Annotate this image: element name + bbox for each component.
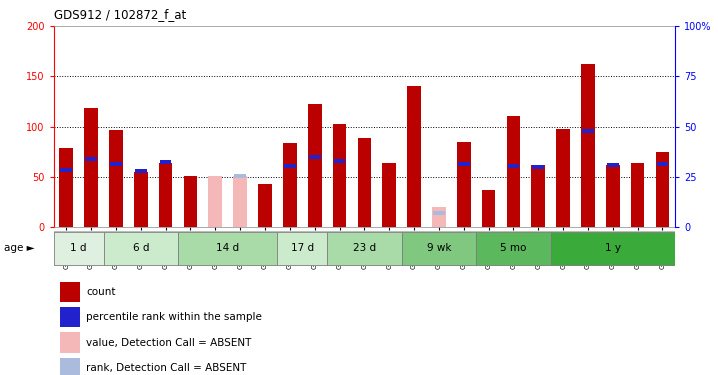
- Bar: [383, 163, 396, 227]
- Bar: [134, 172, 148, 227]
- Text: 1 d: 1 d: [70, 243, 87, 254]
- Bar: [581, 64, 595, 227]
- Bar: [482, 190, 495, 227]
- Bar: [103, 232, 178, 265]
- Bar: [60, 307, 80, 327]
- Bar: [60, 148, 73, 227]
- Bar: [533, 165, 544, 169]
- Bar: [233, 176, 247, 227]
- Text: percentile rank within the sample: percentile rank within the sample: [86, 312, 262, 322]
- Bar: [551, 232, 675, 265]
- Bar: [284, 164, 296, 168]
- Bar: [60, 282, 80, 302]
- Bar: [432, 207, 446, 227]
- Bar: [60, 358, 80, 375]
- Bar: [308, 105, 322, 227]
- Bar: [110, 162, 122, 166]
- Bar: [358, 138, 371, 227]
- Bar: [531, 165, 545, 227]
- Bar: [178, 232, 277, 265]
- Bar: [458, 162, 470, 166]
- Bar: [508, 164, 519, 168]
- Bar: [54, 232, 103, 265]
- Bar: [556, 129, 570, 227]
- Bar: [277, 232, 327, 265]
- Bar: [309, 154, 320, 159]
- Bar: [656, 152, 669, 227]
- Bar: [407, 87, 421, 227]
- Bar: [258, 184, 272, 227]
- Text: 5 mo: 5 mo: [500, 243, 526, 254]
- Bar: [184, 176, 197, 227]
- Bar: [135, 169, 146, 173]
- Bar: [332, 123, 346, 227]
- Bar: [607, 163, 619, 166]
- Bar: [208, 176, 222, 227]
- Bar: [60, 333, 80, 353]
- Bar: [433, 211, 444, 215]
- Text: rank, Detection Call = ABSENT: rank, Detection Call = ABSENT: [86, 363, 246, 373]
- Bar: [507, 116, 521, 227]
- Text: 1 y: 1 y: [605, 243, 621, 254]
- Bar: [234, 174, 246, 178]
- Text: 23 d: 23 d: [353, 243, 376, 254]
- Text: 6 d: 6 d: [133, 243, 149, 254]
- Bar: [84, 108, 98, 227]
- Bar: [60, 168, 72, 172]
- Bar: [457, 142, 470, 227]
- Text: count: count: [86, 287, 116, 297]
- Text: value, Detection Call = ABSENT: value, Detection Call = ABSENT: [86, 338, 251, 348]
- Bar: [631, 163, 645, 227]
- Bar: [476, 232, 551, 265]
- Text: 14 d: 14 d: [216, 243, 239, 254]
- Text: GDS912 / 102872_f_at: GDS912 / 102872_f_at: [54, 8, 186, 21]
- Bar: [582, 129, 594, 133]
- Bar: [283, 142, 297, 227]
- Bar: [334, 159, 345, 163]
- Text: age ►: age ►: [4, 243, 34, 253]
- Bar: [327, 232, 401, 265]
- Bar: [606, 165, 620, 227]
- Bar: [109, 130, 123, 227]
- Bar: [159, 163, 172, 227]
- Text: 17 d: 17 d: [291, 243, 314, 254]
- Bar: [657, 162, 668, 166]
- Bar: [160, 160, 172, 164]
- Bar: [85, 157, 97, 160]
- Bar: [401, 232, 476, 265]
- Text: 9 wk: 9 wk: [426, 243, 451, 254]
